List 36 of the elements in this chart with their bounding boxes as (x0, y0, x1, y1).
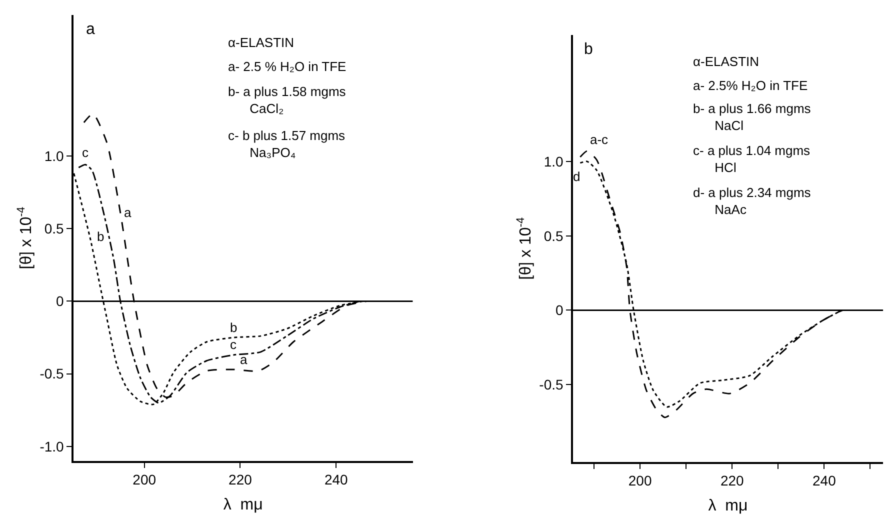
annotation: α-ELASTIN (693, 54, 760, 69)
y-tick-label: -0.5 (539, 376, 564, 393)
annotation: a- 2.5 % H₂O in TFE (228, 59, 347, 74)
x-axis-title: λ mμ (223, 496, 263, 514)
annotation: a (240, 352, 248, 367)
annotation: b- a plus 1.66 mgms NaCl (693, 101, 812, 133)
y-tick-label: 1.0 (44, 148, 64, 164)
annotation: b (230, 320, 238, 335)
y-tick-label: 0.5 (44, 220, 64, 236)
annotation: b- a plus 1.58 mgms CaCl₂ (228, 84, 346, 116)
annotation: d (573, 169, 580, 184)
chart-title: b (584, 41, 593, 58)
annotation: c- a plus 1.04 mgms HCl (693, 143, 811, 175)
chart-title: a (86, 21, 95, 38)
y-tick-label: 0 (56, 293, 64, 310)
annotation: d- a plus 2.34 mgms NaAc (693, 185, 812, 217)
annotation: α-ELASTIN (228, 35, 294, 50)
x-tick-label: 200 (628, 472, 652, 489)
x-tick-label: 220 (228, 472, 252, 488)
x-tick-label: 220 (720, 472, 744, 489)
x-axis-title: λ mμ (708, 498, 748, 515)
annotation: c (82, 145, 89, 160)
annotation: a (124, 205, 132, 220)
annotation: a-c (590, 132, 609, 147)
y-tick-label: 1.0 (544, 153, 564, 170)
y-tick-label: 0.5 (544, 228, 564, 244)
y-tick-label: -0.5 (40, 366, 64, 382)
x-tick-label: 200 (132, 472, 156, 488)
x-tick-label: 240 (324, 472, 348, 488)
annotation: a- 2.5% H₂O in TFE (693, 78, 808, 93)
annotation: b (97, 229, 104, 244)
annotation: c- b plus 1.57 mgms Na₃PO₄ (228, 128, 346, 160)
y-tick-label: -1.0 (40, 438, 64, 454)
x-tick-label: 240 (812, 472, 836, 489)
annotation: c (230, 337, 237, 352)
y-tick-label: 0 (555, 302, 564, 318)
